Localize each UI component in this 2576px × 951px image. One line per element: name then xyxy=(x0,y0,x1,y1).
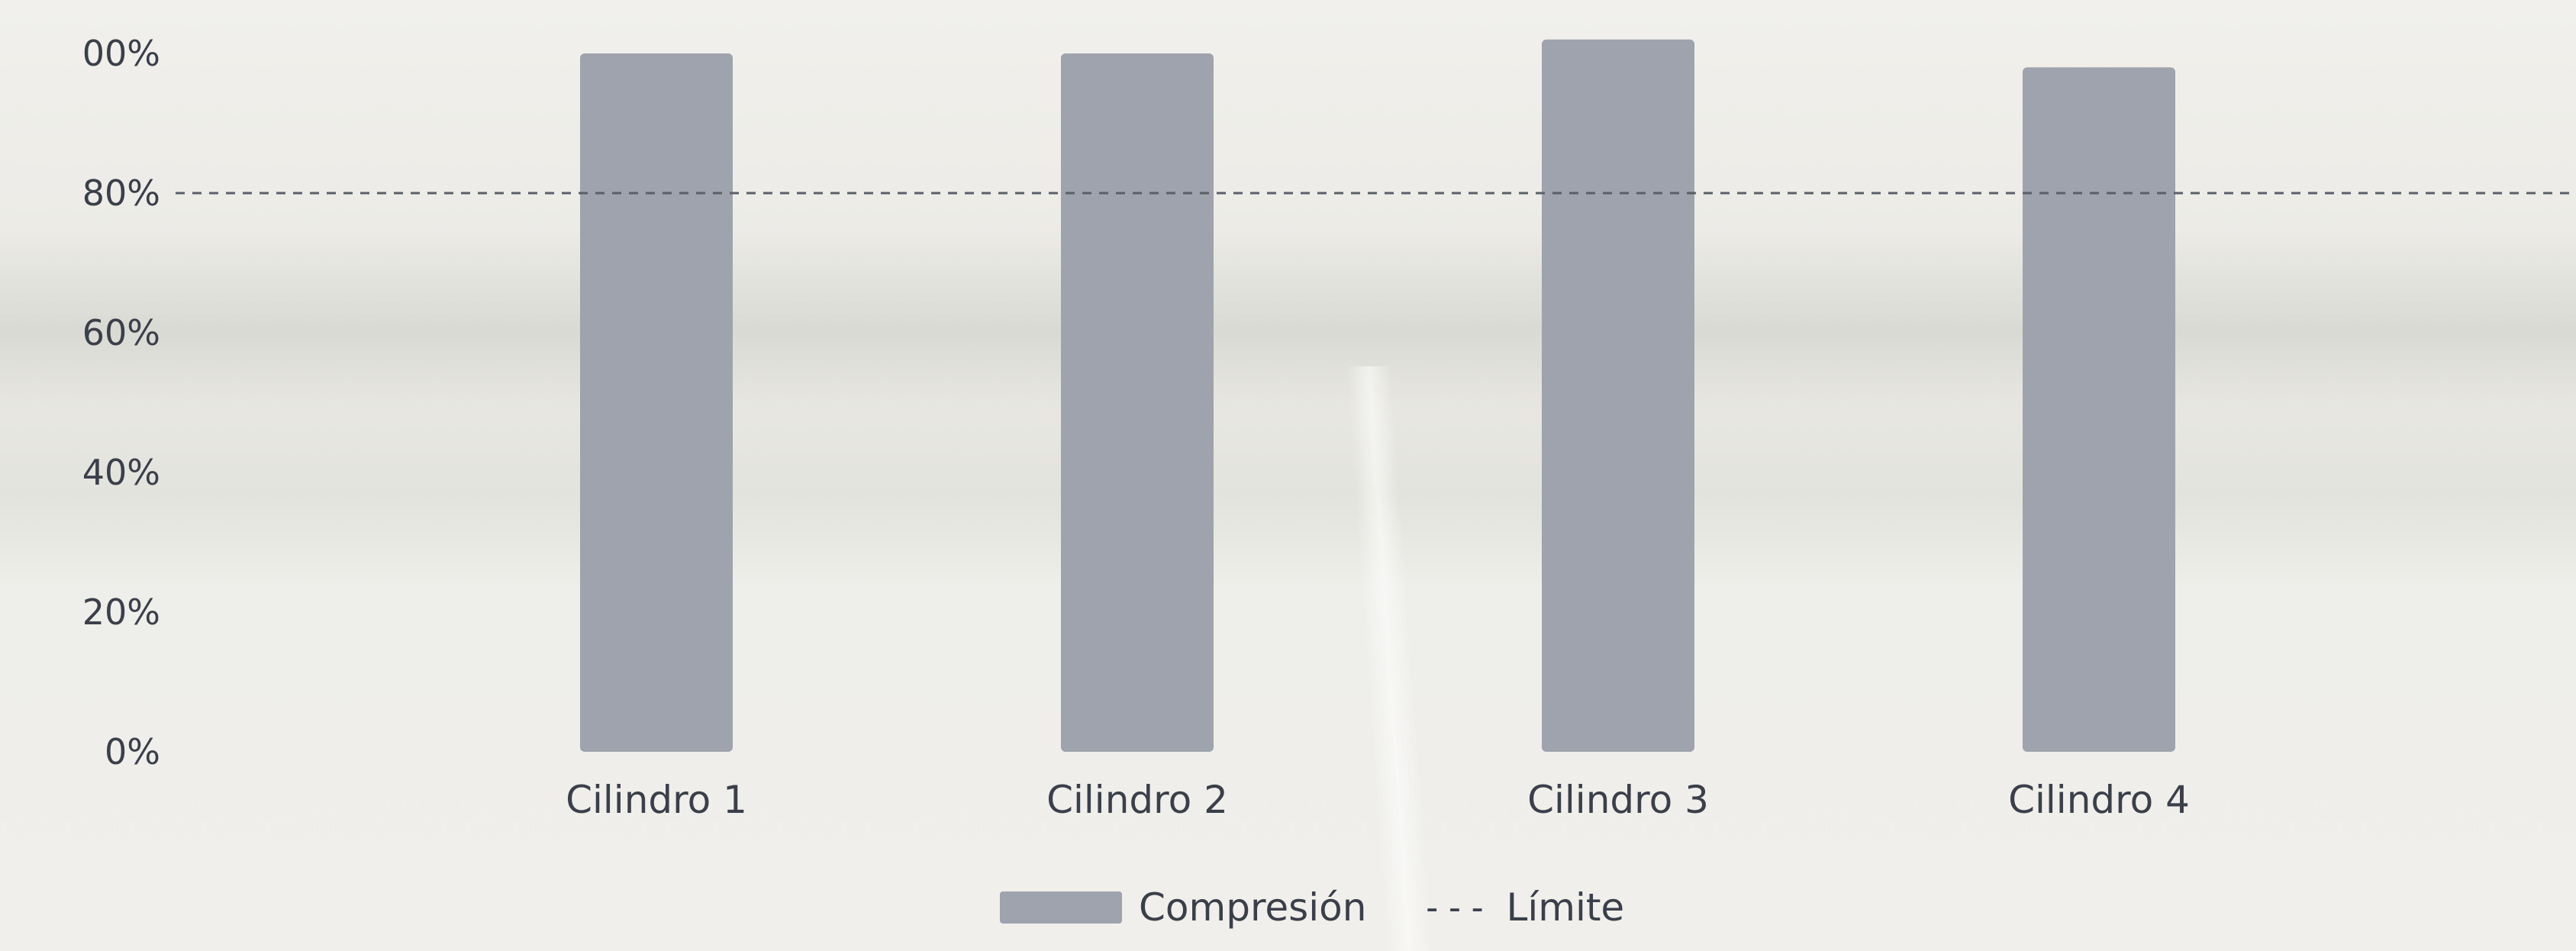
x-axis-categories: Cilindro 1 Cilindro 2 Cilindro 3 Cilindro 4 xyxy=(566,778,2190,822)
y-tick-label: 40% xyxy=(82,452,160,493)
legend: Compresión --- Límite xyxy=(1000,885,1624,930)
y-tick-label: 0% xyxy=(105,731,160,772)
legend-label-compresion: Compresión xyxy=(1139,885,1367,930)
bar-cilindro-3 xyxy=(1542,39,1694,752)
bar-cilindro-2 xyxy=(1061,53,1214,752)
x-category-label: Cilindro 2 xyxy=(1046,778,1228,822)
legend-swatch-compresion xyxy=(1000,891,1122,924)
legend-dash-symbol: --- xyxy=(1421,887,1490,928)
bar-cilindro-1 xyxy=(580,53,733,752)
y-axis-ticks: 0% 20% 40% 60% 80% 00% xyxy=(82,33,160,772)
x-category-label: Cilindro 4 xyxy=(2008,778,2190,822)
y-tick-label: 00% xyxy=(82,33,160,74)
bar-cilindro-4 xyxy=(2023,67,2175,753)
y-tick-label: 80% xyxy=(82,172,160,214)
bars-layer xyxy=(580,39,2175,753)
y-tick-label: 60% xyxy=(82,312,160,353)
x-category-label: Cilindro 3 xyxy=(1527,778,1709,822)
legend-label-limite: Límite xyxy=(1506,885,1625,930)
x-category-label: Cilindro 1 xyxy=(566,778,747,822)
y-tick-label: 20% xyxy=(82,592,160,633)
